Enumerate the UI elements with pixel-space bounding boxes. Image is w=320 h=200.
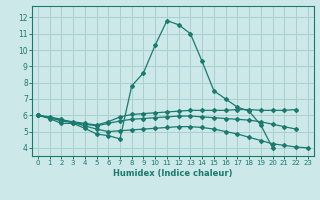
X-axis label: Humidex (Indice chaleur): Humidex (Indice chaleur)	[113, 169, 233, 178]
